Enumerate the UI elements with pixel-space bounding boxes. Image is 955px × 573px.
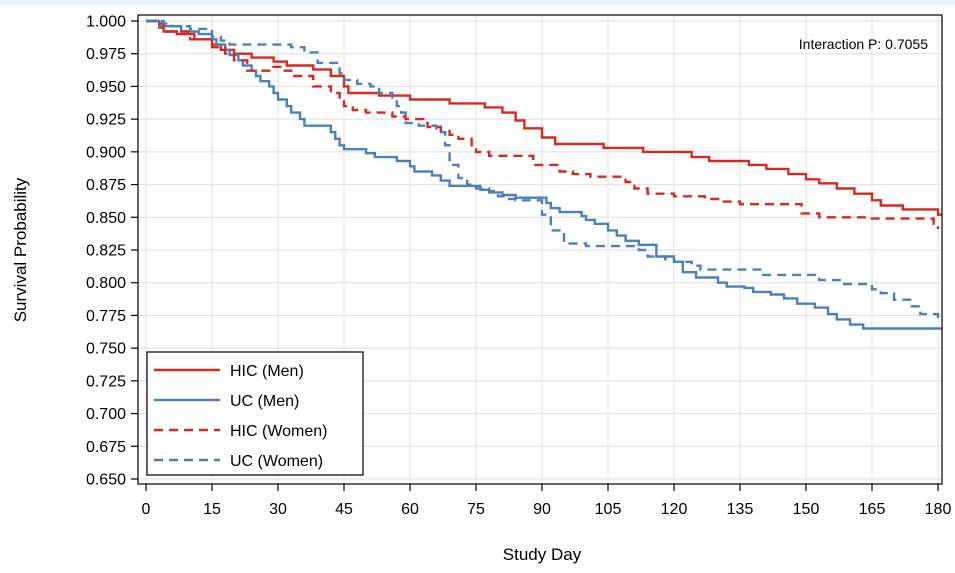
x-tick-label: 45	[335, 501, 353, 518]
x-tick-label: 180	[925, 501, 952, 518]
y-tick-label: 0.900	[86, 144, 126, 161]
survival-curves	[146, 19, 943, 330]
series-line-hic-women	[146, 19, 940, 230]
x-tick-label: 165	[859, 501, 886, 518]
x-tick-label: 105	[595, 501, 622, 518]
x-tick-label: 120	[661, 501, 688, 518]
series-line-hic-men	[146, 19, 943, 216]
y-tick-label: 0.700	[86, 406, 126, 423]
y-tick-label: 0.800	[86, 275, 126, 292]
y-tick-label: 0.675	[86, 439, 126, 456]
y-axis-label: Survival Probability	[11, 177, 30, 322]
legend-box	[146, 351, 364, 476]
y-axis: 0.650 0.675 0.700 0.725 0.750 0.775 0.800 0.825…	[86, 14, 138, 489]
series-line-uc-men	[146, 19, 943, 330]
x-tick-label: 75	[467, 501, 485, 518]
y-tick-label: 0.950	[86, 79, 126, 96]
legend-label: HIC (Men)	[230, 363, 304, 380]
top-band	[0, 0, 955, 5]
y-tick-label: 0.825	[86, 243, 126, 260]
x-tick-label: 150	[793, 501, 820, 518]
y-tick-label: 0.925	[86, 112, 126, 129]
x-tick-label: 60	[401, 501, 419, 518]
x-tick-label: 90	[533, 501, 551, 518]
y-tick-label: 0.850	[86, 210, 126, 227]
grid	[138, 15, 942, 484]
x-axis: 0 15 30 45 60 75 90 105 120 135 150 165 180	[142, 484, 952, 518]
x-axis-label: Study Day	[503, 545, 582, 564]
legend-label: UC (Men)	[230, 393, 299, 410]
y-tick-label: 0.975	[86, 46, 126, 63]
x-tick-label: 30	[269, 501, 287, 518]
y-tick-label: 1.000	[86, 14, 126, 31]
interaction-p-annotation: Interaction P: 0.7055	[799, 36, 928, 52]
y-tick-label: 0.650	[86, 472, 126, 489]
legend-label: UC (Women)	[230, 453, 323, 470]
x-tick-label: 135	[727, 501, 754, 518]
y-tick-label: 0.725	[86, 373, 126, 390]
series-line-uc-women	[146, 19, 943, 320]
legend-label: HIC (Women)	[230, 423, 328, 440]
x-tick-label: 15	[203, 501, 221, 518]
legend: HIC (Men) UC (Men) HIC (Women) UC (Women)	[146, 351, 364, 476]
y-tick-label: 0.750	[86, 341, 126, 358]
y-tick-label: 0.775	[86, 308, 126, 325]
x-tick-label: 0	[142, 501, 151, 518]
y-tick-label: 0.875	[86, 177, 126, 194]
